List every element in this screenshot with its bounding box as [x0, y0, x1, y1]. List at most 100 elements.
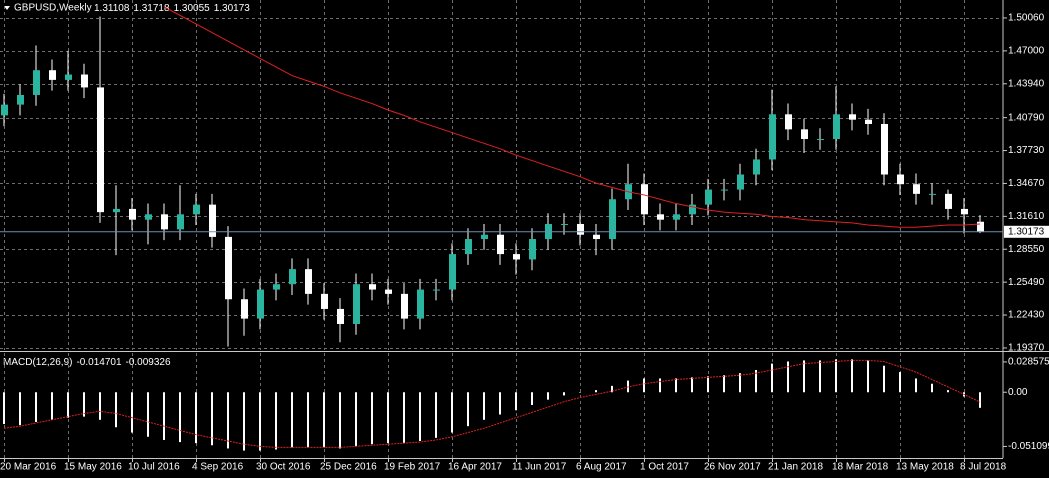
x-tick-label: 30 Oct 2016 [256, 462, 311, 473]
x-tick-label: 11 Jun 2017 [512, 462, 567, 473]
y-tick-label: 1.28550 [1008, 244, 1045, 255]
candle-body [785, 114, 792, 130]
ohlc-readout: 1.31108 1.31718 1.30055 1.30173 [94, 3, 250, 14]
y2-tick-label: -0.051099 [1008, 441, 1049, 452]
macd-bar [227, 392, 229, 449]
macd-bar [67, 392, 69, 418]
macd-bar [451, 392, 453, 433]
macd-bar [643, 378, 645, 393]
macd-bar [131, 392, 133, 433]
x-tick-label: 21 Jan 2018 [768, 462, 823, 473]
macd-bar [979, 392, 981, 408]
macd-bar [739, 373, 741, 393]
candle-body [561, 223, 568, 225]
y-tick-label: 1.40790 [1008, 112, 1045, 123]
macd-bar [947, 390, 949, 393]
candle-body [1, 104, 8, 116]
macd-bar [259, 392, 261, 451]
candle-body [193, 204, 200, 215]
signal-value: -0.009326 [126, 357, 171, 368]
macd-bar [115, 392, 117, 428]
macd-bar [307, 392, 309, 448]
candle-body [769, 114, 776, 160]
x-tick-label: 18 Mar 2018 [832, 462, 889, 473]
candle-body [65, 74, 72, 80]
macd-bar [99, 392, 101, 420]
macd-readout: MACD(12,26,9) -0.014701 -0.009326 [3, 357, 171, 368]
candle-body [961, 208, 968, 215]
macd-bar [627, 380, 629, 393]
candle-body [929, 193, 936, 195]
macd-bar [931, 383, 933, 393]
candle-body [273, 284, 280, 290]
macd-bar [595, 390, 597, 393]
macd-bar [323, 392, 325, 448]
ohlc-value: 1.31108 [94, 3, 130, 14]
x-tick-label: 1 Oct 2017 [640, 462, 689, 473]
candle-body [881, 123, 888, 175]
candle-body [369, 284, 376, 290]
x-tick-label: 26 Nov 2017 [704, 462, 761, 473]
macd-bar [51, 392, 53, 420]
candle-body [305, 269, 312, 294]
candle-body [705, 189, 712, 205]
macd-bar [403, 392, 405, 444]
candle-body [721, 189, 728, 191]
candle-body [849, 114, 856, 120]
candle-body [465, 239, 472, 255]
macd-bar [243, 392, 245, 451]
candle-body [33, 70, 40, 95]
macd-value: -0.014701 [76, 357, 121, 368]
macd-bar [515, 392, 517, 411]
candle-body [225, 236, 232, 300]
candle-body [129, 208, 136, 220]
candle-body [753, 159, 760, 175]
candle-body [897, 174, 904, 185]
candle-body [481, 234, 488, 240]
candle-body [449, 254, 456, 290]
x-tick-label: 16 Apr 2017 [448, 462, 502, 473]
candle-body [641, 184, 648, 215]
candle-body [577, 223, 584, 235]
y-tick-label: 1.22430 [1008, 310, 1045, 321]
price-label-box [1004, 225, 1049, 238]
macd-bar [371, 392, 373, 445]
ohlc-value: 1.30173 [214, 3, 251, 14]
macd-bar [547, 392, 549, 400]
candle-body [977, 221, 984, 232]
x-tick-label: 10 Jul 2016 [128, 462, 180, 473]
macd-bar [835, 359, 837, 393]
candle-body [209, 204, 216, 237]
candle-body [609, 199, 616, 240]
macd-bar [83, 392, 85, 417]
x-tick-label: 15 May 2016 [64, 462, 122, 473]
candle-body [865, 119, 872, 124]
x-tick-label: 4 Sep 2016 [192, 462, 244, 473]
candle-body [81, 74, 88, 88]
candle-body [657, 214, 664, 220]
candle-body [241, 299, 248, 319]
y-tick-label: 1.43940 [1008, 78, 1045, 89]
macd-bar [563, 392, 565, 396]
macd-bar [163, 392, 165, 440]
candle-body [497, 234, 504, 255]
candle-body [337, 308, 344, 324]
macd-bar [691, 377, 693, 393]
macd-bar [723, 375, 725, 393]
candle-body [737, 174, 744, 190]
macd-name: MACD(12,26,9) [3, 357, 72, 368]
price-label: 1.30173 [1008, 226, 1045, 237]
x-tick-label: 20 Mar 2016 [0, 462, 57, 473]
ohlc-value: 1.30055 [174, 3, 211, 14]
macd-bar [771, 363, 773, 393]
y-tick-label: 1.50060 [1008, 13, 1045, 24]
candle-body [145, 214, 152, 220]
candle-body [689, 204, 696, 215]
macd-bar [755, 369, 757, 393]
macd-bar [339, 392, 341, 449]
candle-body [321, 293, 328, 309]
macd-bar [387, 392, 389, 444]
x-tick-label: 19 Feb 2017 [384, 462, 441, 473]
